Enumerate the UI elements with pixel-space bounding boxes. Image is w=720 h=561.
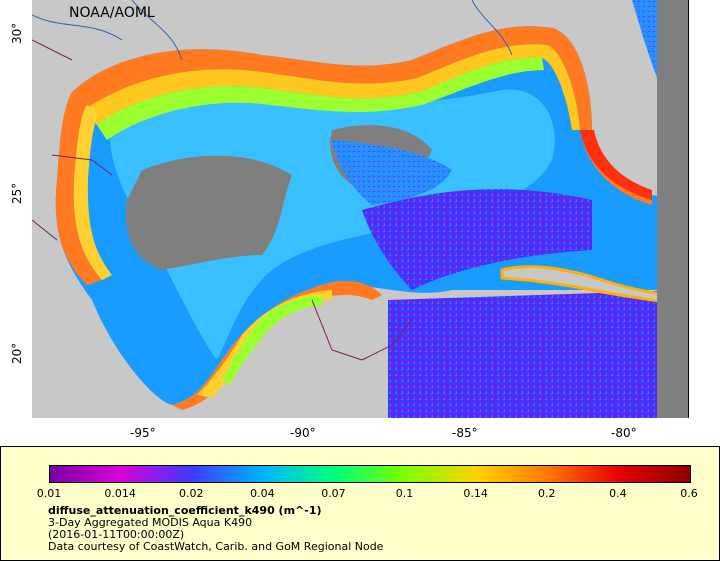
y-tick-label: 20° [10, 342, 24, 364]
map-frame: NOAA/AOML [32, 0, 689, 418]
colorbar [49, 465, 691, 483]
x-tick-label: -95° [130, 426, 156, 440]
k490-map [32, 0, 688, 418]
no-data-region [125, 155, 292, 270]
colorbar-tick-label: 0.14 [463, 487, 488, 500]
time-stamp: (2016-01-11T00:00:00Z) [48, 528, 185, 541]
legend-text: diffuse_attenuation_coefficient_k490 (m^… [48, 505, 383, 553]
x-tick-label: -85° [452, 426, 478, 440]
coastal-band-west [55, 92, 102, 285]
variable-name: diffuse_attenuation_coefficient_k490 (m^… [48, 504, 322, 517]
caribbean-water [388, 290, 688, 418]
country-border [51, 154, 413, 361]
y-tick-label: 30° [10, 22, 24, 44]
x-tick-label: -90° [290, 426, 316, 440]
data-credit: Data courtesy of CoastWatch, Carib. and … [48, 540, 384, 553]
colorbar-tick-label: 0.2 [538, 487, 556, 500]
colorbar-tick-label: 0.01 [36, 487, 62, 500]
colorbar-tick-label: 0.07 [321, 487, 346, 500]
colorbar-tick-label: 0.6 [680, 487, 698, 500]
colorbar-tick-label: 0.4 [609, 487, 627, 500]
cuba [500, 265, 688, 307]
y-tick-label: 25° [10, 182, 24, 204]
colorbar-tick-label: 0.1 [395, 487, 414, 500]
colorbar-tick-label: 0.02 [178, 487, 204, 500]
x-tick-label: -80° [611, 426, 637, 440]
product-name: 3-Day Aggregated MODIS Aqua K490 [48, 516, 253, 529]
colorbar-tick-label: 0.014 [104, 487, 136, 500]
colorbar-tick-label: 0.04 [250, 487, 275, 500]
rivers [32, 0, 513, 61]
legend-panel: 0.01 0.014 0.02 0.04 0.07 0.1 0.14 0.2 0.4 0.6 di… [0, 446, 720, 561]
watermark: NOAA/AOML [69, 5, 155, 21]
